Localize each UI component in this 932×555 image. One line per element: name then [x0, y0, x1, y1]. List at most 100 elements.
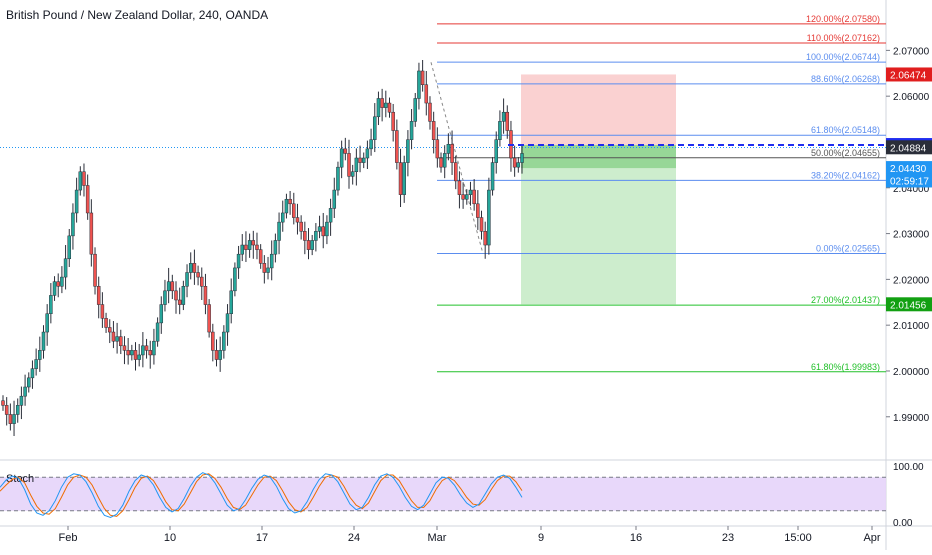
candle-body — [89, 212, 94, 255]
candle-body — [244, 244, 248, 250]
candle-body — [38, 350, 42, 360]
price-tag-label: 2.06474 — [890, 70, 927, 81]
candle-body — [439, 157, 443, 168]
candle-body — [207, 304, 211, 333]
candle-body — [288, 198, 292, 205]
candle-body — [442, 153, 447, 168]
candle-body — [247, 240, 252, 250]
candle-body — [104, 318, 108, 328]
candle-body — [398, 162, 403, 195]
candle-body — [225, 313, 230, 333]
candle-body — [174, 290, 178, 301]
candle-body — [435, 139, 440, 159]
fib-level-label: 120.00%(2.07580) — [806, 14, 880, 24]
candle-body — [211, 331, 215, 351]
y-tick-label: 2.01000 — [893, 321, 930, 332]
candle-body — [78, 171, 83, 191]
candle-body — [406, 139, 410, 163]
candle-body — [111, 331, 116, 342]
candle-body — [188, 263, 193, 273]
candle-body — [56, 281, 60, 287]
price-tag-box — [886, 67, 932, 82]
candle-body — [325, 221, 329, 237]
x-tick-label: 24 — [348, 532, 360, 544]
candle-body — [15, 405, 20, 415]
candle-body — [27, 377, 31, 388]
candle-body — [218, 350, 222, 360]
y-tick-label: 1.99000 — [893, 413, 930, 424]
fib-level-label: 0.00%(2.02565) — [816, 244, 880, 254]
candle-body — [8, 414, 13, 424]
candle-body — [181, 286, 186, 305]
candle-body — [100, 304, 105, 319]
candle-body — [505, 111, 510, 131]
candle-body — [424, 84, 429, 104]
price-tag-box — [886, 140, 932, 155]
candle-body — [402, 162, 406, 195]
candle-body — [19, 395, 24, 406]
x-tick-label: 23 — [722, 532, 734, 544]
candle-body — [420, 70, 425, 85]
candle-body — [144, 345, 149, 351]
price-tag-label: 2.04884 — [890, 143, 927, 154]
y-tick-label: 2.04000 — [893, 184, 930, 195]
fib-extension-label: 27.00%(2.01437) — [811, 295, 880, 305]
candle-body — [255, 244, 259, 250]
candle-body — [409, 121, 414, 140]
candle-body — [60, 276, 64, 287]
candle-body — [52, 281, 57, 296]
y-tick-label: 2.03000 — [893, 230, 930, 241]
candle-body — [280, 212, 285, 223]
candle-body — [240, 244, 245, 255]
candle-body — [321, 226, 325, 237]
candle-body — [413, 98, 418, 122]
candle-body — [30, 368, 35, 379]
candle-body — [520, 153, 524, 163]
candle-body — [45, 313, 49, 333]
candle-body — [343, 148, 348, 154]
candle-body — [251, 240, 256, 246]
y-tick-label: 2.00000 — [893, 367, 930, 378]
candle-body — [417, 70, 421, 99]
candle-body — [487, 189, 491, 246]
stoch-tick-label: 100.00 — [893, 462, 924, 473]
candle-body — [74, 189, 79, 214]
candle-body — [336, 166, 340, 191]
fib-level-label: 61.80%(2.05148) — [811, 125, 880, 135]
candle-body — [369, 139, 373, 150]
stoch-d-line — [0, 473, 523, 517]
candle-body — [152, 340, 156, 356]
candle-body — [431, 121, 436, 140]
reward-zone — [521, 145, 676, 305]
candle-body — [501, 111, 506, 122]
stoch-k-line — [0, 472, 523, 519]
candle-body — [428, 102, 432, 122]
candle-body — [472, 189, 476, 205]
fib-level-label: 110.00%(2.07162) — [807, 33, 880, 43]
candle-body — [303, 231, 307, 241]
open-profit-zone — [521, 145, 676, 169]
candle-body — [391, 111, 395, 131]
candle-body — [155, 322, 160, 342]
y-tick-label: 2.06000 — [893, 92, 930, 103]
x-tick-label: 16 — [630, 532, 642, 544]
candle-body — [273, 240, 278, 255]
candle-body — [4, 405, 9, 415]
price-tag-label: 02:59:17 — [890, 176, 929, 187]
candle-body — [317, 226, 322, 232]
x-tick-label: 9 — [538, 532, 544, 544]
candle-body — [23, 386, 27, 397]
fib-level-label: 100.00%(2.06744) — [806, 52, 880, 62]
candle-body — [34, 359, 38, 369]
candle-body — [380, 98, 384, 108]
price-tag-box — [886, 297, 932, 312]
price-tag-box — [886, 173, 932, 188]
chart-title: British Pound / New Zealand Dollar, 240,… — [6, 8, 269, 22]
x-tick-label: 10 — [164, 532, 176, 544]
fib-level-label: 50.00%(2.04655) — [811, 148, 880, 158]
candle-body — [328, 208, 333, 223]
x-tick-label: 15:00 — [784, 532, 812, 544]
candle-body — [93, 253, 97, 287]
